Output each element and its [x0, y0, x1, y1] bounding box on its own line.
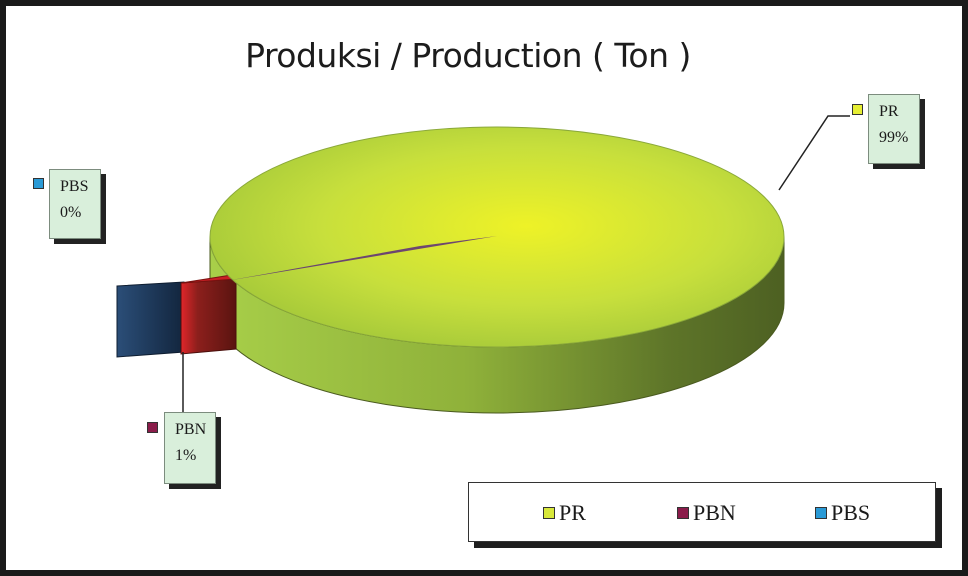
leader-line-pr	[778, 115, 850, 191]
legend-label-pbn: PBN	[693, 500, 736, 525]
callout-pbs: PBS 0%	[49, 169, 101, 239]
chart-legend: PR PBN PBS	[468, 482, 936, 542]
legend-label-pbs: PBS	[831, 500, 871, 525]
callout-swatch-pbn	[147, 422, 158, 433]
callout-pbn-name: PBN	[175, 421, 207, 438]
legend-swatch-pbn	[677, 507, 689, 519]
callout-pbs-name: PBS	[60, 178, 89, 195]
legend-item-pr: PR	[543, 501, 586, 525]
callout-pbs-value: 0%	[60, 204, 82, 221]
legend-swatch-pbs	[815, 507, 827, 519]
callout-pbn-value: 1%	[175, 447, 197, 464]
callout-pbn: PBN 1%	[164, 412, 216, 484]
slice-pr-top	[209, 126, 785, 348]
callout-pr: PR 99%	[868, 94, 920, 164]
callout-pr-name: PR	[879, 103, 899, 120]
legend-item-pbn: PBN	[677, 501, 736, 525]
legend-item-pbs: PBS	[815, 501, 870, 525]
slice-pbn-sliver	[226, 236, 497, 281]
slice-pbn-side	[180, 278, 237, 355]
callout-swatch-pbs	[33, 178, 44, 189]
callout-pr-value: 99%	[879, 129, 909, 146]
slice-pbs	[116, 281, 185, 358]
legend-swatch-pr	[543, 507, 555, 519]
callout-swatch-pr	[852, 104, 863, 115]
chart-title: Produksi / Production ( Ton )	[245, 36, 691, 75]
legend-label-pr: PR	[559, 500, 586, 525]
